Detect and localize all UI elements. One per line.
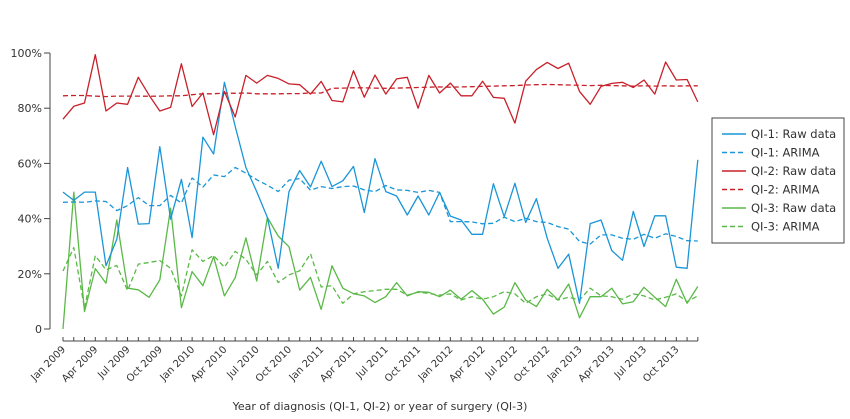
series-qi-1-raw-data <box>63 82 698 303</box>
legend: QI-1: Raw data QI-1: ARIMA QI-2: Raw data Q… <box>712 118 844 243</box>
legend-label: QI-3: ARIMA <box>751 220 820 234</box>
y-tick-label: 60% <box>18 157 42 170</box>
y-tick-label: 100% <box>11 47 42 60</box>
legend-label: QI-1: Raw data <box>751 127 836 141</box>
legend-label: QI-2: ARIMA <box>751 183 820 197</box>
series-lines <box>63 55 698 329</box>
y-tick-label: 40% <box>18 213 42 226</box>
legend-label: QI-1: ARIMA <box>751 146 820 160</box>
legend-label: QI-2: Raw data <box>751 164 836 178</box>
x-axis-label: Year of diagnosis (QI-1, QI-2) or year o… <box>232 400 528 413</box>
legend-label: QI-3: Raw data <box>751 201 836 215</box>
y-tick-label: 0 <box>35 323 42 336</box>
series-qi-2-raw-data <box>63 55 698 135</box>
y-tick-label: 80% <box>18 102 42 115</box>
y-tick-label: 20% <box>18 268 42 281</box>
series-qi-1-arima <box>63 168 698 245</box>
y-axis: 0 20% 40% 60% 80% 100% <box>11 47 50 336</box>
series-qi-3-raw-data <box>63 192 698 329</box>
